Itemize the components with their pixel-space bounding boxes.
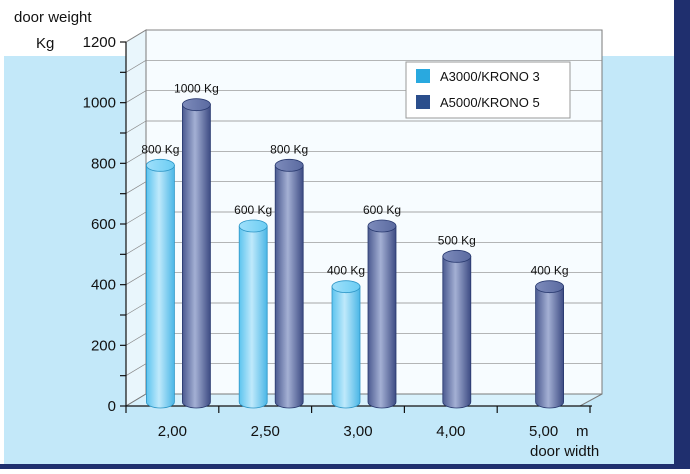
legend-box	[405, 61, 571, 119]
gridline-side	[125, 90, 147, 103]
y-tick-label: 0	[108, 398, 116, 415]
x-tick-label: 3,00	[343, 423, 372, 440]
y-tick-label: 400	[91, 277, 116, 294]
data-label: 600 Kg	[363, 203, 401, 217]
data-label: 800 Kg	[141, 142, 179, 156]
bar-0-2	[331, 280, 361, 409]
bar-top	[181, 98, 211, 112]
right-frame-border	[674, 0, 690, 469]
gridline-side	[125, 272, 147, 285]
bar-0-1	[238, 219, 268, 409]
gridline-side	[125, 302, 147, 316]
data-label: 600 Kg	[234, 203, 272, 217]
data-label: 800 Kg	[270, 142, 308, 156]
x-axis-unit: m	[576, 423, 589, 440]
x-tick-label: 4,00	[436, 423, 465, 440]
gridline-side	[125, 363, 147, 376]
bar-0-0	[145, 158, 175, 409]
bar-body	[146, 164, 175, 409]
y-axis-unit: Kg	[36, 35, 54, 52]
legend-swatch	[416, 69, 430, 83]
legend-label: A3000/KRONO 3	[440, 69, 540, 84]
y-tick-label: 200	[91, 337, 116, 354]
x-tick-label: 2,00	[158, 423, 187, 440]
x-tick-label: 5,00	[529, 423, 558, 440]
bar-top	[145, 158, 175, 172]
gridline-side	[125, 181, 147, 194]
data-label: 500 Kg	[438, 233, 476, 247]
gridline-side	[125, 211, 147, 225]
bar-body	[238, 225, 268, 409]
bar-top	[367, 219, 397, 233]
gridline-side	[125, 242, 147, 255]
bar-top	[331, 280, 361, 294]
x-axis-title: door width	[530, 443, 599, 460]
bar-body	[331, 286, 361, 409]
bar-body	[274, 164, 304, 409]
legend-swatch	[416, 95, 430, 109]
bar-top	[442, 249, 472, 263]
data-label: 400 Kg	[531, 264, 569, 278]
y-tick-label: 1200	[83, 34, 116, 51]
gridline-side	[125, 60, 147, 73]
bar-top	[274, 158, 304, 172]
gridline-side	[125, 151, 147, 164]
bar-body	[442, 255, 472, 409]
y-tick-label: 800	[91, 155, 116, 172]
legend-label: A5000/KRONO 5	[440, 95, 540, 110]
data-label: 1000 Kg	[174, 82, 219, 96]
bar-1-4	[535, 280, 564, 409]
bar-body	[535, 286, 564, 409]
y-tick-label: 1000	[83, 95, 116, 112]
gridline-side	[125, 120, 147, 134]
bar-1-0	[181, 98, 211, 409]
x-tick-label: 2,50	[251, 423, 280, 440]
data-label: 400 Kg	[327, 264, 365, 278]
bar-top	[238, 219, 268, 233]
y-axis-title: door weight	[14, 9, 92, 26]
gridline-side	[125, 333, 147, 346]
bar-1-1	[274, 158, 304, 409]
bar-1-2	[367, 219, 397, 409]
bar-body	[182, 104, 211, 409]
y-tick-label: 600	[91, 216, 116, 233]
bar-1-3	[442, 249, 472, 409]
bar-top	[535, 280, 564, 294]
gridline-side	[125, 29, 147, 43]
bottom-frame-border	[0, 464, 690, 469]
bar-body	[367, 225, 397, 409]
